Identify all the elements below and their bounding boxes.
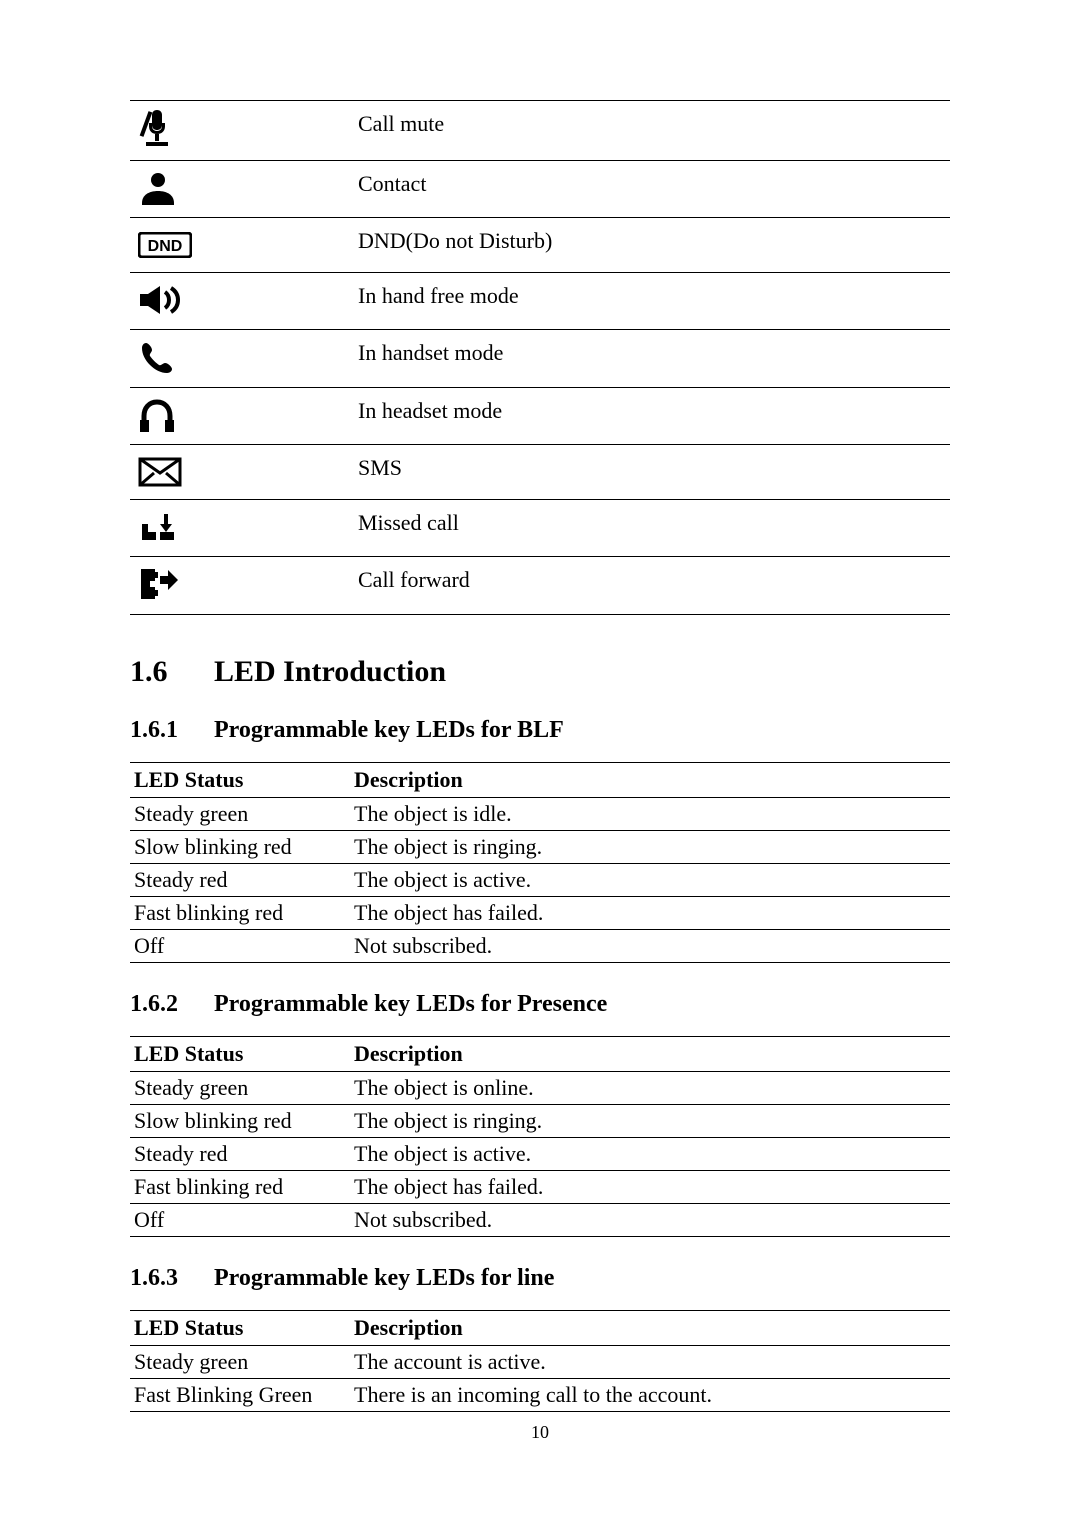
led-status-cell: Steady green (130, 1072, 350, 1105)
led-status-cell: Fast Blinking Green (130, 1379, 350, 1412)
led-table-body: Steady greenThe account is active.Fast B… (130, 1346, 950, 1412)
icon-label: In hand free mode (350, 273, 950, 330)
table-row: Steady greenThe object is online. (130, 1072, 950, 1105)
led-description-cell: The object is idle. (350, 798, 950, 831)
contact-icon (138, 167, 178, 209)
icon-description-table: Call mute Contact DND (130, 100, 950, 615)
column-header: LED Status (130, 1037, 350, 1072)
section-heading: 1.6 LED Introduction (130, 655, 950, 689)
led-status-cell: Fast blinking red (130, 1171, 350, 1204)
table-row: Steady greenThe object is idle. (130, 798, 950, 831)
speaker-icon (138, 279, 182, 321)
icon-label: In headset mode (350, 388, 950, 445)
led-description-cell: The object is ringing. (350, 831, 950, 864)
led-status-cell: Steady red (130, 1138, 350, 1171)
table-row: Call mute (130, 101, 950, 161)
led-table-presence: LED Status Description Steady greenThe o… (130, 1036, 950, 1237)
table-row: SMS (130, 445, 950, 500)
subsection-title: Programmable key LEDs for Presence (214, 991, 607, 1018)
led-description-cell: The account is active. (350, 1346, 950, 1379)
call-forward-icon (138, 563, 180, 605)
column-header: Description (350, 1311, 950, 1346)
table-row: OffNot subscribed. (130, 1204, 950, 1237)
led-description-cell: The object is active. (350, 1138, 950, 1171)
led-table-body: Steady greenThe object is idle.Slow blin… (130, 798, 950, 963)
table-row: Contact (130, 161, 950, 218)
table-row: In handset mode (130, 330, 950, 388)
svg-text:DND: DND (148, 238, 183, 255)
subsection-title: Programmable key LEDs for BLF (214, 717, 564, 744)
table-row: DND DND(Do not Disturb) (130, 218, 950, 273)
table-row: Steady redThe object is active. (130, 864, 950, 897)
subsection-title: Programmable key LEDs for line (214, 1265, 554, 1292)
led-status-cell: Fast blinking red (130, 897, 350, 930)
led-description-cell: Not subscribed. (350, 1204, 950, 1237)
table-row: Missed call (130, 500, 950, 557)
table-row: Steady greenThe account is active. (130, 1346, 950, 1379)
table-row: Fast Blinking GreenThere is an incoming … (130, 1379, 950, 1412)
table-row: Steady redThe object is active. (130, 1138, 950, 1171)
handset-icon (138, 336, 174, 378)
missed-call-icon (138, 506, 182, 548)
led-status-cell: Steady green (130, 798, 350, 831)
led-status-cell: Steady green (130, 1346, 350, 1379)
icon-label: Call forward (350, 557, 950, 615)
icon-label: In handset mode (350, 330, 950, 388)
led-status-cell: Off (130, 1204, 350, 1237)
table-row: Slow blinking redThe object is ringing. (130, 831, 950, 864)
led-status-cell: Off (130, 930, 350, 963)
sms-icon (138, 451, 182, 493)
table-row: Fast blinking redThe object has failed. (130, 897, 950, 930)
led-status-cell: Steady red (130, 864, 350, 897)
call-mute-icon (138, 107, 176, 149)
icon-label: Missed call (350, 500, 950, 557)
table-row: Slow blinking redThe object is ringing. (130, 1105, 950, 1138)
led-description-cell: The object is active. (350, 864, 950, 897)
icon-label: Contact (350, 161, 950, 218)
icon-label: Call mute (350, 101, 950, 161)
page-number: 10 (130, 1422, 950, 1443)
headset-icon (138, 394, 176, 436)
led-table-body: Steady greenThe object is online.Slow bl… (130, 1072, 950, 1237)
section-number: 1.6 (130, 655, 214, 689)
subsection-number: 1.6.3 (130, 1265, 214, 1292)
led-description-cell: There is an incoming call to the account… (350, 1379, 950, 1412)
subsection-number: 1.6.2 (130, 991, 214, 1018)
section-title: LED Introduction (214, 655, 446, 689)
led-table-line: LED Status Description Steady greenThe a… (130, 1310, 950, 1412)
table-row: Call forward (130, 557, 950, 615)
table-row: Fast blinking redThe object has failed. (130, 1171, 950, 1204)
subsection-heading: 1.6.2 Programmable key LEDs for Presence (130, 991, 950, 1018)
led-table-blf: LED Status Description Steady greenThe o… (130, 762, 950, 963)
dnd-icon: DND (138, 224, 192, 266)
table-row: In hand free mode (130, 273, 950, 330)
document-page: Call mute Contact DND (0, 0, 1080, 1503)
column-header: LED Status (130, 1311, 350, 1346)
led-description-cell: The object is ringing. (350, 1105, 950, 1138)
column-header: Description (350, 763, 950, 798)
led-status-cell: Slow blinking red (130, 831, 350, 864)
led-status-cell: Slow blinking red (130, 1105, 350, 1138)
subsection-number: 1.6.1 (130, 717, 214, 744)
subsection-heading: 1.6.1 Programmable key LEDs for BLF (130, 717, 950, 744)
table-row: OffNot subscribed. (130, 930, 950, 963)
column-header: LED Status (130, 763, 350, 798)
icon-label: SMS (350, 445, 950, 500)
icon-label: DND(Do not Disturb) (350, 218, 950, 273)
led-description-cell: The object is online. (350, 1072, 950, 1105)
led-description-cell: Not subscribed. (350, 930, 950, 963)
led-description-cell: The object has failed. (350, 897, 950, 930)
led-description-cell: The object has failed. (350, 1171, 950, 1204)
subsection-heading: 1.6.3 Programmable key LEDs for line (130, 1265, 950, 1292)
column-header: Description (350, 1037, 950, 1072)
table-row: In headset mode (130, 388, 950, 445)
